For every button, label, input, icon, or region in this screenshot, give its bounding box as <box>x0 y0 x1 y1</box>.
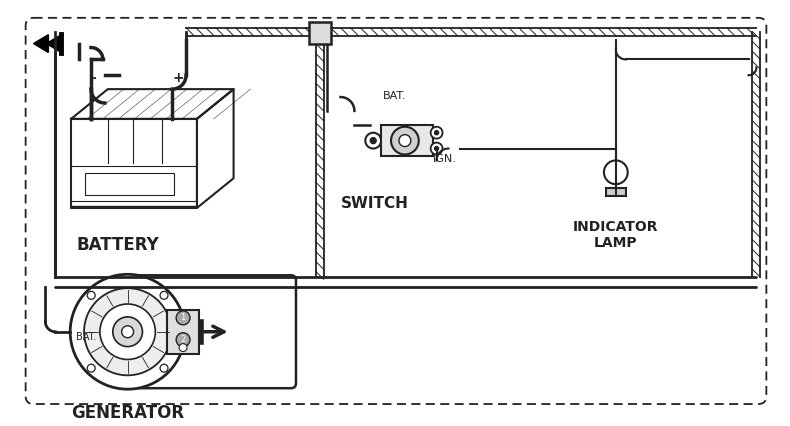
Text: -: - <box>90 71 96 85</box>
Circle shape <box>435 131 438 135</box>
Text: 1: 1 <box>180 314 186 322</box>
Circle shape <box>399 135 411 147</box>
Circle shape <box>365 132 381 149</box>
Circle shape <box>84 288 171 375</box>
FancyBboxPatch shape <box>133 275 296 388</box>
Circle shape <box>113 317 142 347</box>
Text: IGN.: IGN. <box>433 154 457 164</box>
Bar <box>381 125 433 156</box>
Bar <box>85 173 174 195</box>
Circle shape <box>604 161 628 184</box>
Circle shape <box>87 364 95 372</box>
Text: GENERATOR: GENERATOR <box>71 404 184 422</box>
Text: BAT.: BAT. <box>76 332 96 342</box>
Circle shape <box>87 291 95 299</box>
Circle shape <box>122 326 134 338</box>
Text: INDICATOR: INDICATOR <box>573 220 659 234</box>
Circle shape <box>70 274 185 389</box>
Text: SWITCH: SWITCH <box>341 196 409 211</box>
Circle shape <box>176 333 190 347</box>
Text: +: + <box>172 71 184 85</box>
Bar <box>167 310 199 354</box>
Bar <box>606 188 626 196</box>
Circle shape <box>435 147 438 150</box>
Bar <box>309 22 331 43</box>
Circle shape <box>176 311 190 325</box>
Circle shape <box>431 127 442 138</box>
Circle shape <box>160 291 168 299</box>
Circle shape <box>391 127 419 155</box>
Text: BATTERY: BATTERY <box>77 236 159 254</box>
Text: BAT.: BAT. <box>383 91 407 101</box>
Circle shape <box>179 344 187 351</box>
Circle shape <box>431 143 442 155</box>
Circle shape <box>371 138 376 144</box>
Circle shape <box>100 304 156 360</box>
Circle shape <box>160 364 168 372</box>
Polygon shape <box>33 35 48 52</box>
Text: LAMP: LAMP <box>594 236 638 250</box>
Polygon shape <box>47 35 62 52</box>
Text: 2: 2 <box>180 335 186 344</box>
